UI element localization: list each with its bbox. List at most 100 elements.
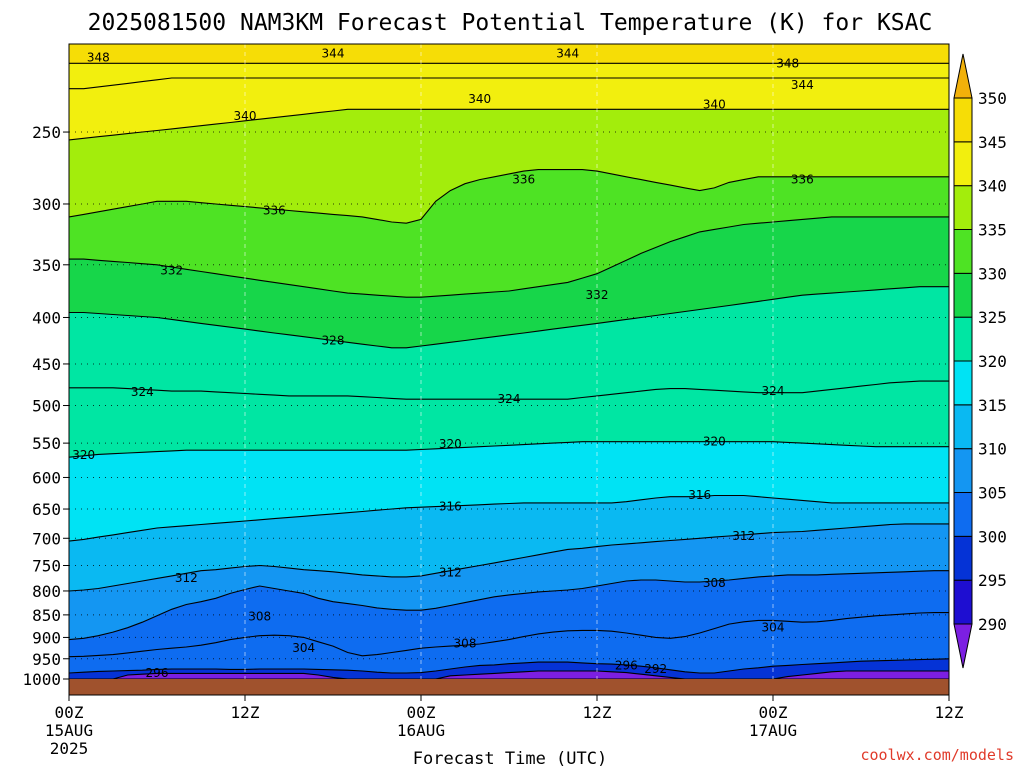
colorbar-swatch [953,404,973,450]
contour-label: 348 [87,51,110,65]
contour-label: 340 [468,92,491,106]
colorbar-label: 325 [978,308,1007,327]
x-tick-label: 00Z [759,703,788,722]
contour-label: 324 [762,384,785,398]
contour-label: 340 [234,109,257,123]
y-tick-label: 700 [32,529,61,548]
contour-label: 324 [498,392,521,406]
contour-label: 308 [248,609,271,623]
y-tick-label: 750 [32,556,61,575]
contour-line-300 [69,658,949,674]
y-tick-label: 550 [32,434,61,453]
contour-label: 336 [263,203,286,217]
contour-label: 304 [292,641,315,655]
contour-label: 296 [615,658,638,672]
contour-label: 316 [439,500,462,514]
colorbar-label: 290 [978,615,1007,634]
colorbar-label: 310 [978,440,1007,459]
colorbar-swatch [953,448,973,493]
filled-contours [69,44,949,679]
y-tick-label: 800 [32,582,61,601]
contour-line-324 [69,380,949,400]
y-tick-label: 400 [32,308,61,327]
contour-line-320 [69,441,949,458]
contour-label: 296 [146,666,169,680]
contour-line-332 [69,216,949,298]
x-tick-label: 12Z [583,703,612,722]
contour-label: 348 [776,56,799,70]
chart-title: 2025081500 NAM3KM Forecast Potential Tem… [88,10,933,36]
colorbar-swatch [953,492,973,537]
contour-label: 304 [762,621,785,635]
colorbar-label: 300 [978,527,1007,546]
colorbar-upper-triangle [953,53,973,99]
y-tick-label: 500 [32,397,61,416]
colorbar-label: 330 [978,264,1007,283]
x-tick-date: 17AUG [749,721,797,740]
colorbar-swatch [953,579,973,625]
contour-label: 312 [732,529,755,543]
contour-label: 312 [175,571,198,585]
y-axis: 250 300 350 400 450 500 550 600 650 700 750 800 850 9… [22,123,69,689]
contour-label: 332 [586,288,609,302]
contour-label: 292 [644,662,667,676]
plot-frame [68,43,950,696]
colorbar-label: 350 [978,89,1007,108]
colorbar-label: 315 [978,396,1007,415]
contour-label: 344 [322,47,345,61]
colorbar-swatch [953,316,973,362]
x-tick-label: 00Z [55,703,84,722]
contour-label: 336 [512,173,535,187]
colorbar-swatch [953,272,973,318]
colorbar-swatch [953,360,973,406]
y-tick-label: 650 [32,500,61,519]
contour-label: 340 [703,97,726,111]
contour-line-312 [69,523,949,592]
fill-band-348 [69,44,949,64]
contour-label: 344 [556,47,579,61]
colorbar-lower-triangle [953,623,973,669]
contour-label: 316 [688,488,711,502]
colorbar-label: 305 [978,484,1007,503]
contour-label: 312 [439,565,462,579]
contour-label: 320 [72,448,95,462]
contour-label: 308 [454,637,477,651]
colorbar: 290 295 300 305 310 315 320 325 330 335 340 345 350 [953,53,1007,669]
credit-link[interactable]: coolwx.com/models [860,746,1014,764]
colorbar-label: 295 [978,571,1007,590]
y-tick-label: 950 [32,650,61,669]
colorbar-swatch [953,97,973,143]
contour-label: 328 [322,333,345,347]
contour-labels: 348 344 344 348 344 340 340 340 336 336 336 332 332 3… [72,47,814,680]
contour-label: 336 [791,173,814,187]
x-tick-date: 16AUG [397,721,445,740]
contour-line-328 [69,286,949,349]
plot-area: 348 344 344 348 344 340 340 340 336 336 336 332 332 3… [68,43,950,696]
contour-line-344 [69,77,949,90]
contour-label: 320 [439,437,462,451]
contour-line-336 [69,169,949,224]
y-tick-label: 600 [32,468,61,487]
x-tick-year: 2025 [50,739,89,758]
contour-line-316 [69,494,949,542]
contour-line-296 [69,670,949,680]
y-tick-label: 450 [32,355,61,374]
x-axis-label: Forecast Time (UTC) [413,749,607,768]
x-tick-date: 15AUG [45,721,93,740]
contour-label: 332 [160,263,183,277]
colorbar-label: 345 [978,133,1007,152]
ground-strip [69,679,949,695]
y-tick-label: 350 [32,256,61,275]
y-tick-label: 900 [32,628,61,647]
colorbar-label: 335 [978,221,1007,240]
colorbar-swatch [953,185,973,231]
y-tick-label: 250 [32,123,61,142]
contour-label: 324 [131,385,154,399]
contour-line-340 [69,108,949,141]
x-tick-label: 00Z [407,703,436,722]
contour-line-308 [69,570,949,641]
contour-label: 344 [791,78,814,92]
colorbar-swatch [953,141,973,187]
y-tick-label: 1000 [22,670,61,689]
